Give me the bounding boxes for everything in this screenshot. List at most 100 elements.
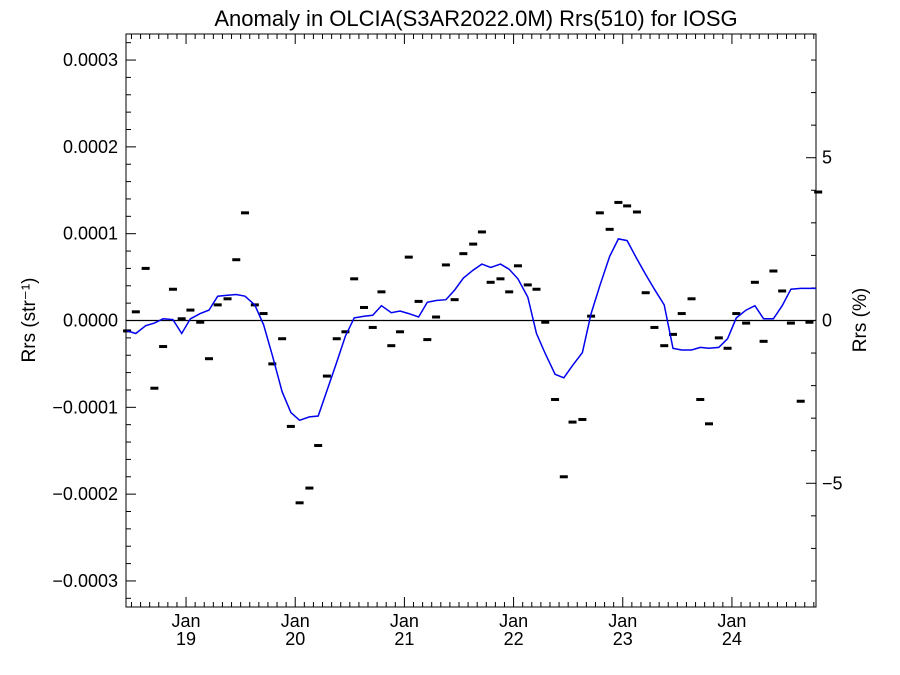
monthly-anomaly-point [332,337,341,341]
series-layer [123,190,823,505]
monthly-anomaly-point [322,374,331,378]
monthly-anomaly-point [796,399,805,403]
monthly-anomaly-point [595,211,604,215]
monthly-anomaly-point [568,420,577,424]
monthly-anomaly-point [204,357,213,361]
monthly-anomaly-point [732,312,741,316]
monthly-anomaly-point [241,211,250,215]
monthly-anomaly-point [660,344,669,348]
monthly-anomaly-point [559,475,568,479]
monthly-anomaly-point [223,297,232,301]
y-tick-label: −0.0001 [52,397,118,417]
monthly-anomaly-point [505,290,514,294]
x-tick-month-label: Jan [499,611,528,631]
monthly-anomaly-point [196,320,205,324]
monthly-anomaly-point [696,398,705,402]
monthly-anomaly-point [805,320,814,324]
monthly-anomaly-point [687,297,696,301]
monthly-anomaly-point [742,321,751,325]
monthly-anomaly-point [305,486,314,490]
y-tick-label: 0.0003 [63,50,118,70]
monthly-anomaly-point [123,329,132,333]
y-tick-label: 0.0000 [63,311,118,331]
monthly-anomaly-point [396,330,405,334]
monthly-anomaly-point [532,287,541,291]
monthly-anomaly-point [368,325,377,329]
monthly-anomaly-point [632,210,641,214]
monthly-anomaly-point [423,338,432,342]
monthly-anomaly-point [541,320,550,324]
monthly-anomaly-point [414,299,423,303]
y2-tick-label: 0 [822,311,832,331]
monthly-anomaly-point [131,310,140,314]
monthly-anomaly-point [278,337,287,341]
monthly-anomaly-point [341,330,350,334]
y2-tick-label: 5 [822,148,832,168]
monthly-anomaly-point [623,204,632,208]
monthly-anomaly-point [641,291,650,295]
x-tick-year-label: 22 [504,629,524,649]
monthly-anomaly-point [723,346,732,350]
monthly-anomaly-point [786,321,795,325]
x-tick-month-label: Jan [281,611,310,631]
monthly-anomaly-point [360,305,369,309]
monthly-anomaly-point [259,312,268,316]
monthly-anomaly-point [213,303,222,307]
monthly-anomaly-point [614,200,623,204]
monthly-anomaly-point [286,424,295,428]
monthly-anomaly-point [714,336,723,340]
monthly-anomaly-point [268,362,277,366]
chart-title: Anomaly in OLCIA(S3AR2022.0M) Rrs(510) f… [214,6,737,31]
x-tick-month-label: Jan [172,611,201,631]
monthly-anomaly-point [232,258,241,262]
monthly-anomaly-point [432,315,441,319]
monthly-anomaly-point [513,264,522,268]
x-tick-month-label: Jan [717,611,746,631]
x-tick-year-label: 24 [722,629,742,649]
monthly-anomaly-point [523,283,532,287]
monthly-anomaly-point [441,263,450,267]
y-tick-label: −0.0003 [52,571,118,591]
monthly-anomaly-point [750,280,759,284]
y-axis-title: Rrs (str⁻¹) [19,278,40,363]
monthly-anomaly-point [450,298,459,302]
monthly-anomaly-point [459,252,468,256]
y-tick-label: 0.0002 [63,137,118,157]
monthly-anomaly-point [186,308,195,312]
y2-tick-label: −5 [822,473,843,493]
monthly-anomaly-point [778,289,787,293]
monthly-anomaly-point [350,277,359,281]
monthly-anomaly-point [141,266,150,270]
monthly-anomaly-point [759,339,768,343]
monthly-anomaly-point [377,290,386,294]
monthly-anomaly-point [150,386,159,390]
monthly-anomaly-point [477,230,486,234]
monthly-anomaly-point [650,325,659,329]
x-tick-year-label: 20 [285,629,305,649]
monthly-anomaly-point [551,398,560,402]
x-tick-month-label: Jan [390,611,419,631]
monthly-anomaly-point [578,417,587,421]
y-axis: −0.0003 −0.0002 −0.0001 0.0000 0.0001 0.0002 0… [52,42,136,599]
smoothed-anomaly-line [126,238,816,422]
monthly-anomaly-point [605,227,614,231]
monthly-anomaly-point [705,422,714,426]
monthly-anomaly-point [677,312,686,316]
monthly-anomaly-point [168,287,177,291]
monthly-anomaly-point [295,501,304,505]
monthly-anomaly-point [314,444,323,448]
monthly-anomaly-point [486,280,495,284]
monthly-anomaly-point [177,317,186,321]
x-tick-month-label: Jan [608,611,637,631]
monthly-anomaly-point [469,242,478,246]
y2-axis: −5 0 5 [806,59,843,582]
x-tick-year-label: 19 [176,629,196,649]
monthly-anomaly-point [496,277,505,281]
x-tick-year-label: 21 [394,629,414,649]
monthly-anomaly-point [769,269,778,273]
monthly-anomaly-point [814,190,823,194]
monthly-anomaly-point [387,344,396,348]
monthly-anomaly-point [404,255,413,259]
